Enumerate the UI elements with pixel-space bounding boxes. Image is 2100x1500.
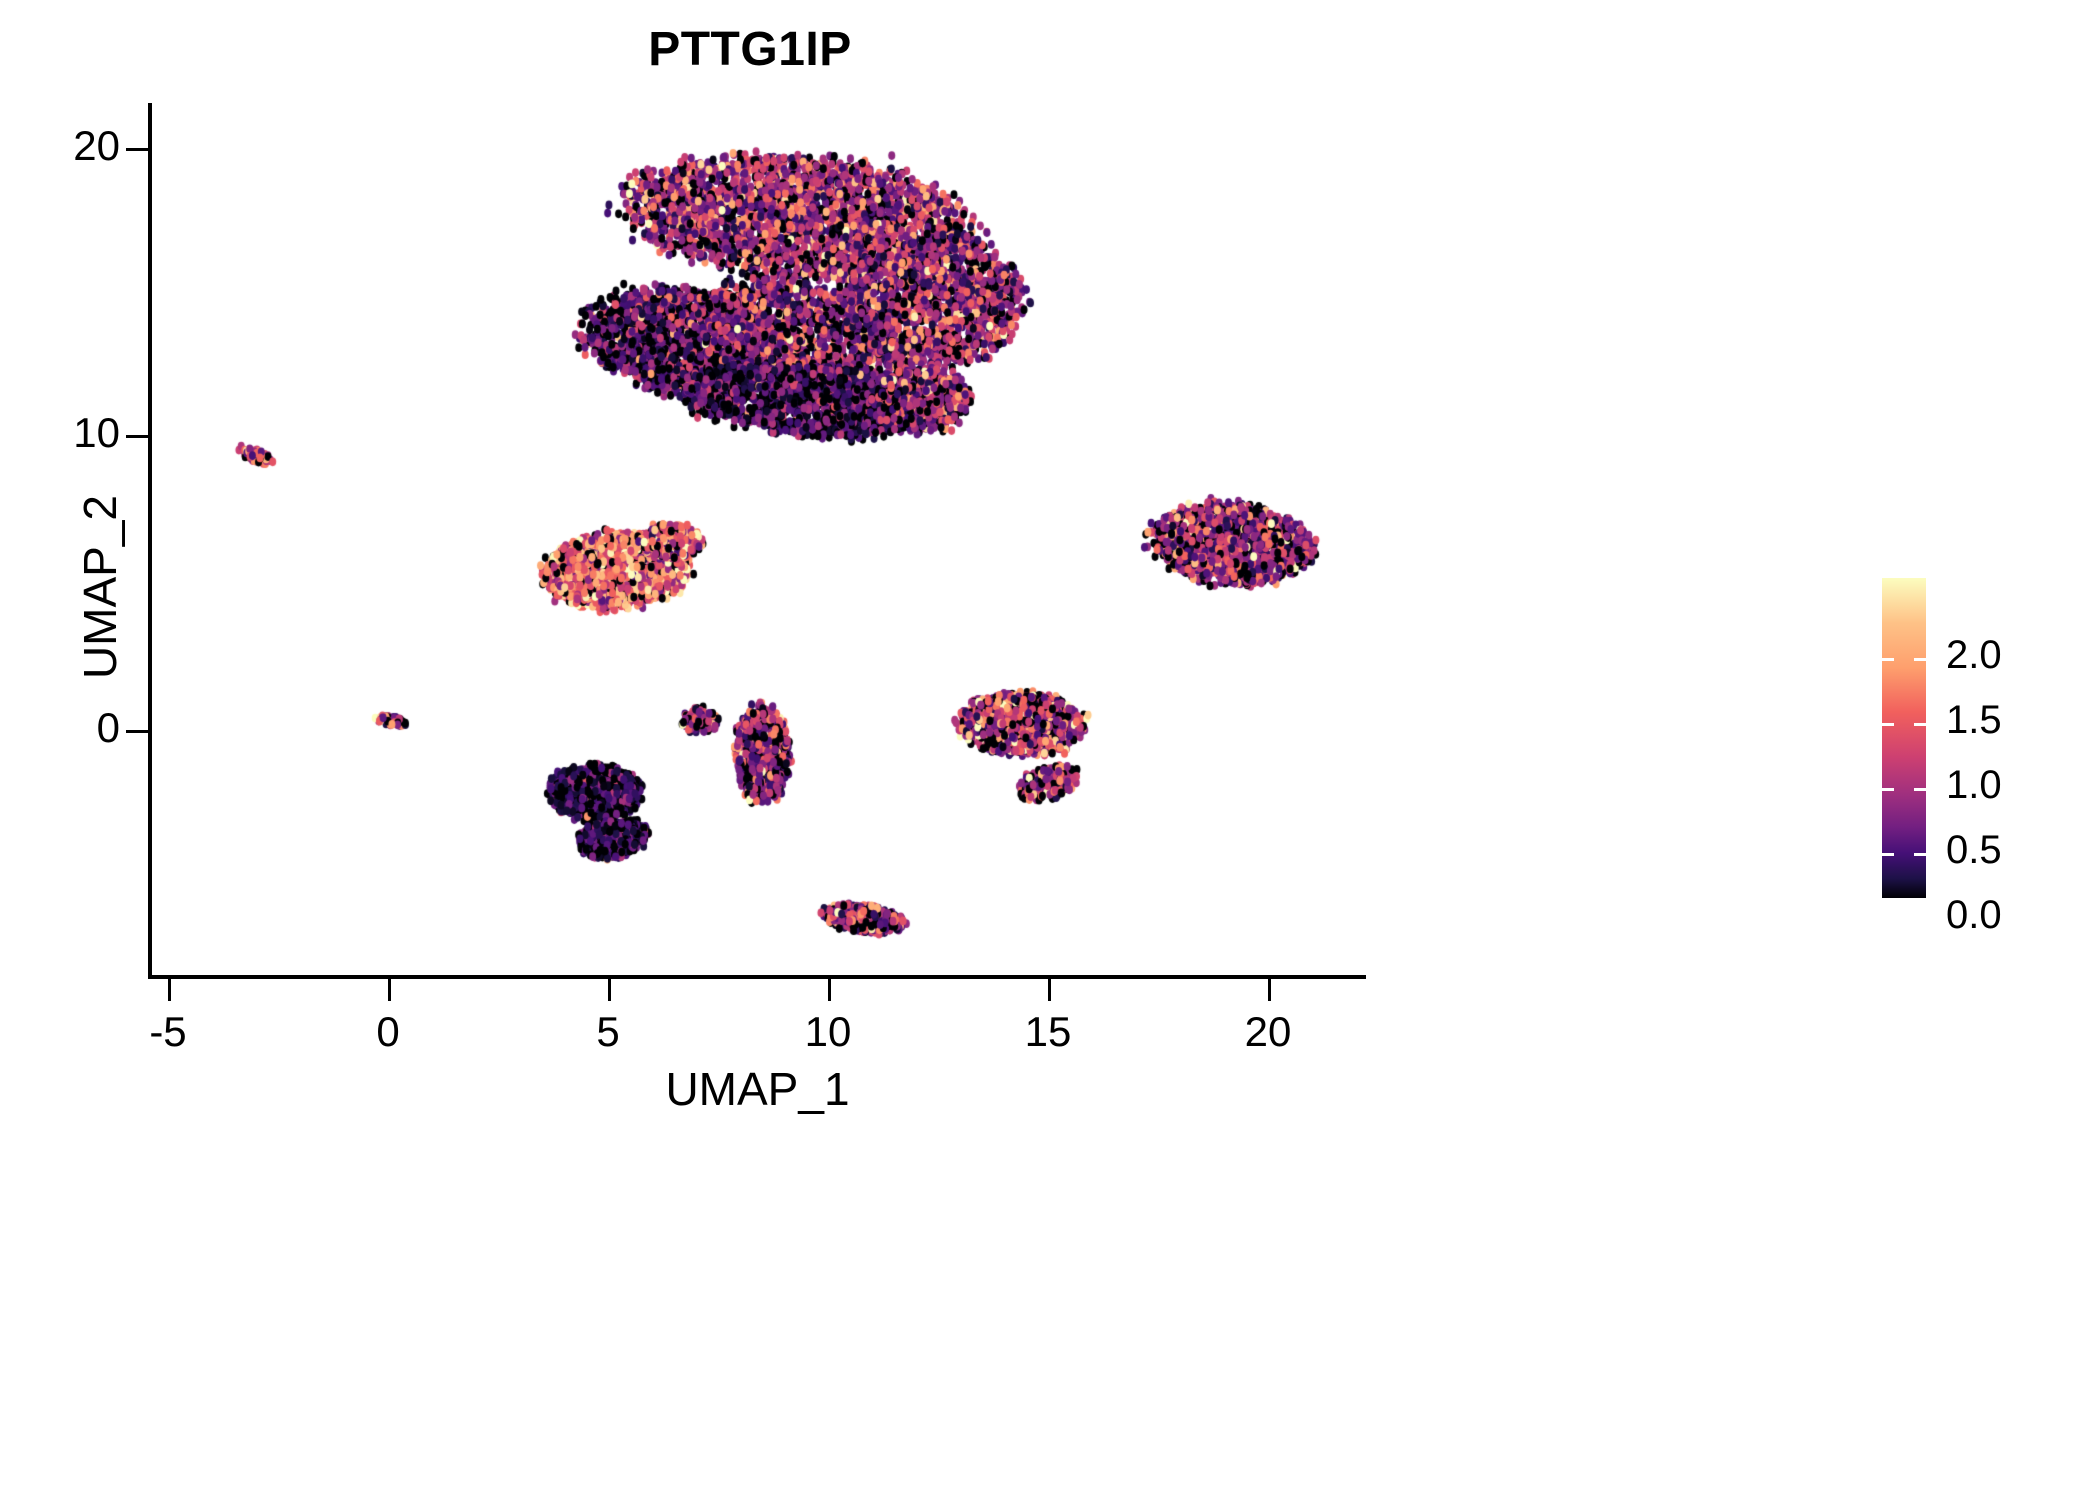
y-axis-line: [148, 103, 152, 979]
scatter-points-canvas: [150, 105, 1365, 975]
x-tick-label: 15: [1024, 1008, 1072, 1055]
colorbar-tick: [1882, 788, 1894, 791]
x-tick-label: -5: [149, 1008, 187, 1055]
colorbar-tick: [1882, 853, 1894, 856]
x-axis-line: [148, 975, 1366, 979]
colorbar-tick: [1914, 788, 1926, 791]
y-tick-label: 10: [73, 409, 120, 456]
colorbar-tick: [1914, 658, 1926, 661]
colorbar-label: 1.5: [1946, 698, 2002, 742]
colorbar-tick: [1914, 723, 1926, 726]
colorbar-tick: [1882, 723, 1894, 726]
colorbar-tick: [1914, 853, 1926, 856]
y-tick-mark: [126, 730, 148, 733]
colorbar-label: 0.5: [1946, 828, 2002, 872]
plot-title: PTTG1IP: [648, 23, 852, 76]
x-axis-title: UMAP_1: [665, 1063, 850, 1115]
x-tick-mark: [828, 979, 831, 1001]
colorbar-gradient: [1882, 578, 1926, 898]
scatter-plot-panel: [150, 105, 1365, 975]
colorbar-label: 1.0: [1946, 763, 2002, 807]
x-tick-label: 10: [804, 1008, 852, 1055]
colorbar-tick: [1882, 658, 1894, 661]
y-tick-label: 20: [73, 122, 120, 169]
y-tick-label: 0: [96, 704, 120, 751]
y-axis-title: UMAP_2: [74, 494, 126, 680]
colorbar-label: 0.0: [1946, 893, 2002, 937]
y-tick-mark: [126, 148, 148, 151]
x-tick-mark: [1048, 979, 1051, 1001]
x-tick-mark: [1268, 979, 1271, 1001]
x-tick-label: 0: [376, 1008, 400, 1055]
colorbar-label: 2.0: [1946, 633, 2002, 677]
x-tick-label: 5: [596, 1008, 620, 1055]
y-tick-mark: [126, 435, 148, 438]
x-tick-mark: [388, 979, 391, 1001]
x-tick-label: 20: [1244, 1008, 1292, 1055]
x-tick-mark: [168, 979, 171, 1001]
x-tick-mark: [608, 979, 611, 1001]
